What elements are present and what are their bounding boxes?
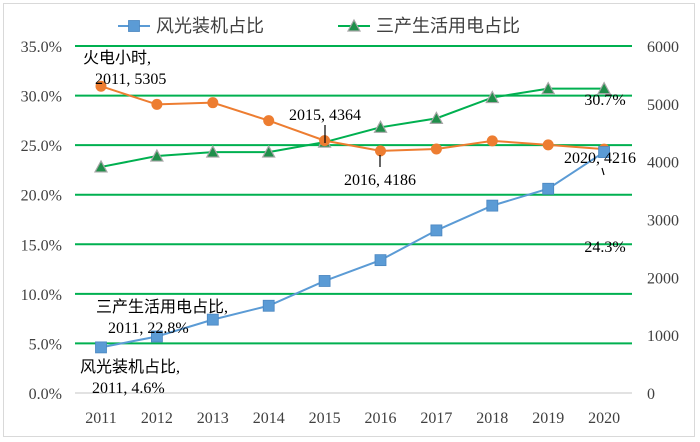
data-label-line: 2016, 4186: [344, 172, 416, 189]
left-axis-tick-label: 20.0%: [21, 188, 62, 205]
data-point: [207, 97, 219, 109]
data-point: [95, 341, 107, 354]
data-label: 2016, 4186: [344, 172, 416, 189]
data-point: [598, 146, 610, 158]
data-label-line: 风光装机占比,: [80, 358, 180, 376]
data-point: [485, 90, 500, 104]
left-axis-tick-label: 0.0%: [29, 386, 62, 403]
data-label-line: 2011, 4.6%: [92, 380, 165, 397]
annotation-leader-line: [601, 167, 605, 176]
data-point: [149, 148, 164, 162]
data-label: 火电小时, 2011, 5305: [83, 49, 166, 88]
left-axis-tick-label: 25.0%: [21, 138, 62, 155]
right-axis-tick-label: 4000: [647, 155, 679, 172]
data-point: [429, 111, 444, 124]
series-line: [100, 87, 605, 168]
data-label-line: 2011, 5305: [95, 71, 166, 88]
data-label: 30.7%: [584, 92, 625, 109]
x-axis-tick-label: 2012: [141, 410, 173, 427]
left-axis-tick-label: 30.0%: [21, 89, 62, 106]
data-label: 2020, 4216: [564, 150, 636, 167]
right-axis-tick-label: 2000: [647, 270, 679, 287]
right-axis-tick-label: 0: [647, 386, 655, 403]
data-point: [541, 81, 556, 95]
left-axis-tick-label: 5.0%: [29, 336, 62, 353]
data-point: [128, 20, 140, 32]
data-point: [95, 80, 107, 92]
right-axis-tick-label: 6000: [647, 39, 679, 56]
data-label: 2015, 4364: [289, 107, 361, 124]
right-axis-tick-label: 1000: [647, 328, 679, 345]
data-point: [318, 275, 331, 287]
data-label: 24.3%: [584, 239, 625, 256]
series-line: [100, 151, 605, 349]
x-axis-tick-label: 2011: [85, 410, 116, 427]
data-point: [486, 135, 498, 147]
data-point: [597, 81, 612, 95]
data-label-line: 2011, 22.8%: [108, 320, 189, 337]
x-axis-tick-label: 2016: [365, 410, 397, 427]
data-point: [205, 144, 220, 158]
legend-label: 三产生活用电占比: [376, 16, 520, 36]
data-point: [375, 145, 386, 157]
x-axis-tick-label: 2018: [476, 410, 508, 427]
x-axis-tick-label: 2019: [532, 410, 564, 427]
right-axis-tick-label: 3000: [647, 213, 679, 230]
data-point: [542, 182, 555, 195]
data-label-line: 2015, 4364: [289, 107, 361, 124]
data-point: [263, 115, 275, 127]
data-label-line: 三产生活用电占比,: [96, 298, 228, 316]
data-label: 三产生活用电占比, 2011, 22.8%: [96, 298, 228, 337]
data-point: [261, 144, 276, 158]
data-point: [93, 159, 109, 173]
x-axis-tick-label: 2014: [253, 410, 285, 427]
data-label-line: 30.7%: [584, 92, 625, 109]
data-point: [430, 143, 442, 155]
data-point: [150, 330, 163, 343]
data-point: [374, 254, 387, 267]
data-point: [346, 18, 362, 32]
data-point: [151, 98, 163, 110]
data-label-line: 24.3%: [584, 239, 625, 256]
x-axis-tick-label: 2017: [420, 410, 452, 427]
data-point: [542, 139, 554, 151]
x-axis-tick-label: 2015: [309, 410, 341, 427]
left-axis-tick-label: 10.0%: [21, 287, 62, 304]
data-point: [486, 199, 499, 212]
x-axis-tick-label: 2020: [588, 410, 620, 427]
data-point: [206, 313, 219, 326]
chart-frame: [3, 3, 695, 437]
legend-label: 风光装机占比: [156, 16, 264, 36]
data-label-line: 火电小时,: [83, 49, 151, 67]
series-line: [100, 85, 605, 152]
data-label-line: 2020, 4216: [564, 150, 636, 167]
right-axis-tick-label: 5000: [647, 97, 679, 114]
data-point: [262, 299, 275, 312]
x-axis-tick-label: 2013: [197, 410, 229, 427]
data-point: [430, 224, 443, 237]
data-label: 风光装机占比, 2011, 4.6%: [80, 358, 180, 397]
data-point: [373, 120, 388, 133]
left-axis-tick-label: 35.0%: [21, 39, 62, 56]
left-axis-tick-label: 15.0%: [21, 237, 62, 254]
